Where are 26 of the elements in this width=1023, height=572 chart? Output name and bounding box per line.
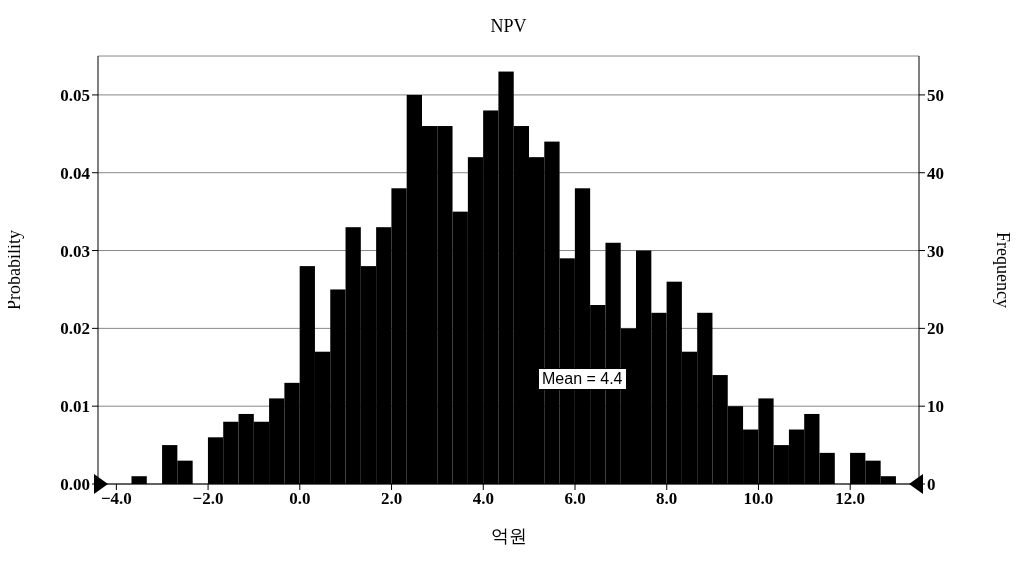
x-tick-label: 2.0 bbox=[380, 489, 403, 509]
x-tick-label: 6.0 bbox=[564, 489, 586, 509]
chart-title: NPV bbox=[490, 16, 527, 36]
x-tick-label: −2.0 bbox=[192, 489, 224, 509]
y-tick-label: 0.01 bbox=[60, 397, 90, 417]
x-tick-label: 8.0 bbox=[656, 489, 678, 509]
x-tick-label: 0.0 bbox=[289, 489, 311, 509]
x-tick-label: 12.0 bbox=[835, 489, 866, 509]
x-tick-label: −4.0 bbox=[100, 489, 132, 509]
y2-tick-label: 20 bbox=[927, 319, 944, 339]
annotation: Mean = 4.4 bbox=[538, 368, 627, 390]
y-tick-label: 0.04 bbox=[60, 163, 91, 183]
y2-tick-label: 40 bbox=[927, 163, 944, 183]
y-tick-label: 0.05 bbox=[60, 85, 90, 105]
y2-tick-label: 0 bbox=[927, 475, 936, 495]
x-axis-title: 억원 bbox=[490, 526, 527, 546]
y-axis-title: Probability bbox=[4, 230, 25, 310]
y2-tick-label: 10 bbox=[927, 397, 944, 417]
x-tick-label: 4.0 bbox=[472, 489, 494, 509]
y2-tick-label: 30 bbox=[927, 241, 944, 261]
y-tick-label: 0.02 bbox=[60, 319, 90, 339]
x-tick-label: 10.0 bbox=[743, 489, 774, 509]
y2-axis-title: Frequency bbox=[992, 232, 1013, 308]
y-tick-label: 0.03 bbox=[60, 241, 90, 261]
y2-tick-label: 50 bbox=[927, 85, 944, 105]
y-tick-label: 0.00 bbox=[60, 475, 90, 495]
